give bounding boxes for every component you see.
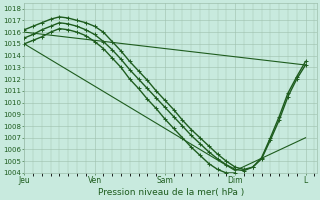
X-axis label: Pression niveau de la mer( hPa ): Pression niveau de la mer( hPa ) — [98, 188, 244, 197]
